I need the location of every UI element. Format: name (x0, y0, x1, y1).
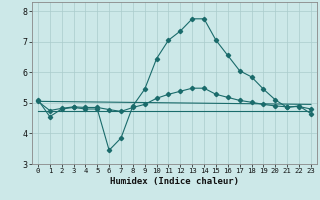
X-axis label: Humidex (Indice chaleur): Humidex (Indice chaleur) (110, 177, 239, 186)
